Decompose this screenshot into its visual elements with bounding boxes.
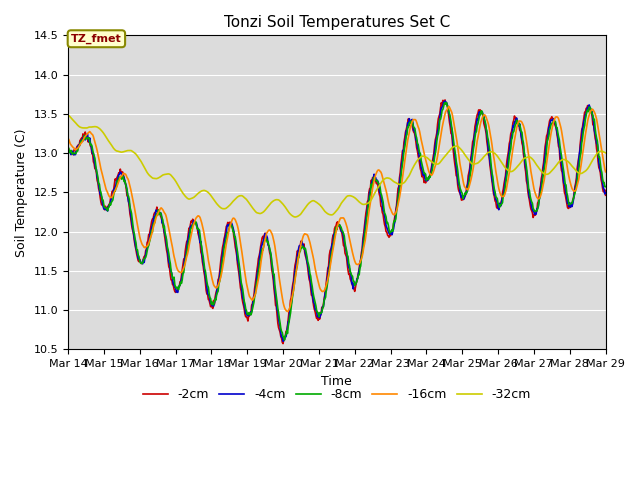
-16cm (64, 135, 72, 141)
Line: -4cm: -4cm (68, 101, 605, 341)
-2cm (329, 232, 337, 238)
-32cm (205, 191, 213, 196)
-2cm (435, 116, 442, 121)
Text: TZ_fmet: TZ_fmet (71, 34, 122, 44)
Line: -16cm: -16cm (68, 107, 605, 312)
-4cm (182, 251, 190, 257)
Y-axis label: Soil Temperature (C): Soil Temperature (C) (15, 128, 28, 257)
-4cm (381, 217, 389, 223)
-2cm (64, 144, 72, 149)
Title: Tonzi Soil Temperatures Set C: Tonzi Soil Temperatures Set C (223, 15, 450, 30)
-32cm (553, 161, 561, 167)
-8cm (441, 100, 449, 106)
-16cm (182, 257, 190, 263)
-32cm (64, 113, 72, 119)
-4cm (329, 240, 337, 246)
-8cm (182, 254, 190, 260)
-2cm (279, 341, 287, 347)
-2cm (205, 297, 213, 303)
-16cm (445, 104, 452, 109)
-8cm (281, 337, 289, 343)
-16cm (554, 115, 562, 120)
-8cm (435, 131, 442, 136)
-8cm (329, 243, 337, 249)
X-axis label: Time: Time (321, 374, 352, 388)
-4cm (205, 293, 213, 299)
-16cm (284, 309, 291, 314)
-4cm (279, 338, 287, 344)
-2cm (182, 243, 190, 249)
-4cm (435, 126, 442, 132)
Line: -8cm: -8cm (68, 103, 605, 340)
-32cm (182, 194, 190, 200)
-16cm (329, 246, 337, 252)
-2cm (441, 97, 449, 103)
-32cm (329, 212, 337, 217)
-32cm (381, 176, 389, 181)
-8cm (64, 144, 72, 150)
-16cm (435, 148, 442, 154)
-16cm (602, 169, 609, 175)
Line: -32cm: -32cm (68, 116, 605, 217)
-4cm (64, 146, 72, 152)
Legend: -2cm, -4cm, -8cm, -16cm, -32cm: -2cm, -4cm, -8cm, -16cm, -32cm (138, 383, 536, 406)
-32cm (602, 150, 609, 156)
-32cm (435, 161, 442, 167)
-4cm (554, 133, 562, 139)
Line: -2cm: -2cm (68, 100, 605, 344)
-2cm (602, 192, 609, 198)
-8cm (381, 212, 389, 217)
-2cm (381, 224, 389, 230)
-4cm (441, 98, 449, 104)
-16cm (381, 185, 389, 191)
-16cm (205, 261, 213, 267)
-2cm (554, 136, 562, 142)
-32cm (291, 214, 299, 220)
-8cm (602, 184, 609, 190)
-8cm (554, 130, 562, 135)
-4cm (602, 190, 609, 196)
-8cm (205, 291, 213, 297)
